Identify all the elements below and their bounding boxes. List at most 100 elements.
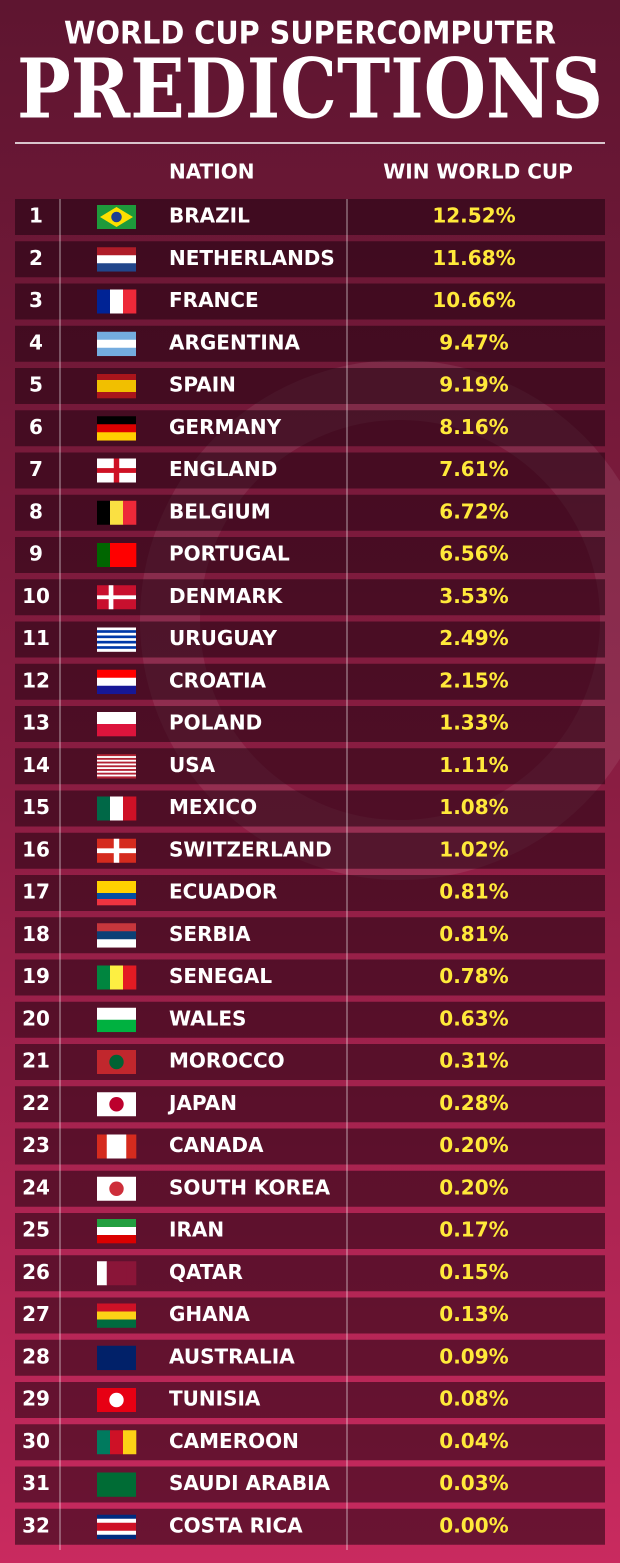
rank: 22 (22, 1091, 50, 1115)
win-probability: 6.72% (439, 499, 508, 523)
flag-part (97, 1134, 108, 1159)
flag-part (97, 759, 136, 762)
win-probability: 1.02% (439, 837, 508, 861)
table-row: 21 MOROCCO 0.31% (15, 1044, 605, 1080)
flag-part (97, 887, 136, 894)
nation: ENGLAND (169, 457, 277, 481)
rank: 27 (22, 1302, 50, 1326)
table-row: 19 SENEGAL 0.78% (15, 959, 605, 996)
flag (97, 881, 136, 906)
table-row: 31 SAUDI ARABIA 0.03% (15, 1466, 605, 1503)
nation: JAPAN (167, 1091, 237, 1115)
table-row: 1 BRAZIL 12.52% (15, 199, 605, 235)
flag-part (97, 712, 136, 725)
flag (97, 1514, 136, 1540)
subtitle: PREDICTIONS (17, 41, 603, 137)
win-probability: 1.11% (439, 753, 508, 777)
nation: SWITZERLAND (169, 837, 332, 861)
flag (97, 923, 136, 948)
win-probability: 0.28% (439, 1091, 508, 1115)
flag (97, 627, 136, 652)
flag-part (123, 543, 137, 567)
flag-part (97, 939, 136, 948)
flag-part (97, 386, 136, 393)
flag-part (97, 627, 136, 631)
flag (97, 247, 136, 272)
rank: 13 (22, 711, 50, 735)
win-probability: 2.49% (439, 626, 508, 650)
flag-part (97, 1261, 108, 1286)
rank: 10 (22, 584, 50, 608)
table-row: 24 SOUTH KOREA 0.20% (15, 1170, 605, 1207)
table-row: 13 POLAND 1.33% (15, 706, 605, 742)
flag-part (97, 500, 111, 525)
rank: 17 (22, 880, 50, 904)
flag-part (97, 685, 136, 695)
flag-part (97, 640, 136, 644)
flag-part (97, 767, 136, 770)
flag-part (97, 339, 136, 349)
nation: URUGUAY (169, 626, 277, 650)
nation: BELGIUM (169, 499, 271, 523)
column-header: WIN WORLD CUP (383, 160, 573, 184)
flag (97, 1472, 136, 1497)
flag-part (97, 769, 136, 772)
flag-part (123, 500, 137, 525)
rank: 15 (22, 795, 50, 819)
flag-part (97, 374, 136, 381)
flag-part (97, 770, 136, 774)
nation: BRAZIL (169, 204, 250, 228)
nation: SOUTH KOREA (169, 1175, 331, 1199)
nation: PORTUGAL (169, 542, 290, 566)
flag-part (97, 1514, 136, 1520)
table-row: 18 SERBIA 0.81% (15, 917, 605, 954)
nation: COSTA RICA (169, 1513, 303, 1537)
flag (97, 796, 137, 821)
flag (97, 1430, 137, 1455)
flag-part (97, 761, 136, 764)
rank: 19 (22, 964, 50, 988)
flag-part (110, 289, 124, 314)
flag-part (109, 1392, 124, 1408)
rank: 31 (22, 1471, 50, 1495)
flag-part (97, 416, 136, 425)
table-body: 1 BRAZIL 12.52% 2 NETHERLANDS 11.68% 3 FRANCE 10… (15, 199, 605, 1545)
rank: 7 (29, 457, 43, 481)
flag-part (97, 931, 136, 940)
flag (97, 712, 136, 737)
flag-part (97, 1518, 136, 1524)
win-probability: 0.81% (439, 880, 508, 904)
rank: 29 (22, 1387, 50, 1411)
flag-part (97, 1019, 136, 1033)
flag (97, 289, 137, 314)
nation: MOROCCO (169, 1049, 285, 1073)
flag-part (97, 774, 136, 777)
flag-part (97, 638, 136, 642)
flag-part (97, 424, 136, 433)
win-probability: 3.53% (439, 584, 508, 608)
table-row: 4 ARGENTINA 9.47% (15, 325, 605, 362)
column-header: NATION (169, 160, 255, 184)
rank: 12 (22, 668, 50, 692)
flag (97, 205, 136, 229)
win-probability: 10.66% (432, 288, 515, 312)
table-row: 20 WALES 0.63% (15, 1001, 605, 1038)
flag-part (110, 500, 124, 525)
flag (97, 1050, 136, 1074)
nation: TUNISIA (169, 1387, 261, 1411)
rank: 26 (22, 1260, 50, 1284)
rank: 24 (22, 1175, 50, 1199)
flag-part (97, 724, 136, 737)
flag (97, 838, 136, 863)
win-probability: 0.81% (439, 922, 508, 946)
flag-part (97, 380, 136, 387)
flag-part (97, 392, 136, 399)
rank: 21 (22, 1049, 50, 1073)
win-probability: 12.52% (432, 204, 515, 228)
flag-part (97, 646, 136, 650)
flag-part (97, 677, 136, 687)
flag-part (97, 893, 136, 900)
flag-part (97, 468, 136, 473)
flag-part (97, 1526, 136, 1532)
flag (97, 1303, 136, 1328)
